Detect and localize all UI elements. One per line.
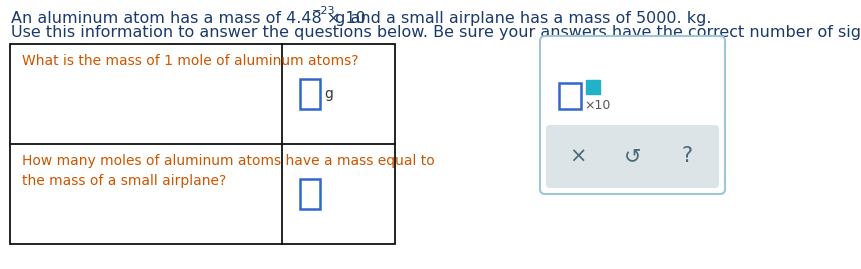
Bar (300, 79, 319, 109)
Text: −23: −23 (312, 6, 335, 16)
Text: ↺: ↺ (623, 147, 641, 167)
Text: ×: × (568, 147, 585, 167)
FancyBboxPatch shape (545, 125, 718, 188)
Text: ×10: ×10 (583, 99, 610, 112)
Text: What is the mass of 1 mole of aluminum atoms?: What is the mass of 1 mole of aluminum a… (22, 54, 358, 68)
Bar (300, 179, 319, 209)
Text: Use this information to answer the questions below. Be sure your answers have th: Use this information to answer the quest… (11, 25, 861, 40)
Text: g: g (324, 87, 332, 101)
Text: An aluminum atom has a mass of 4.48 × 10: An aluminum atom has a mass of 4.48 × 10 (11, 11, 365, 26)
Bar (10, 44, 394, 244)
Text: ?: ? (681, 147, 692, 167)
Text: How many moles of aluminum atoms have a mass equal to
the mass of a small airpla: How many moles of aluminum atoms have a … (22, 154, 434, 187)
Bar (558, 83, 580, 109)
Text: g and a small airplane has a mass of 5000. kg.: g and a small airplane has a mass of 500… (330, 11, 710, 26)
Bar (585, 80, 599, 94)
FancyBboxPatch shape (539, 36, 724, 194)
